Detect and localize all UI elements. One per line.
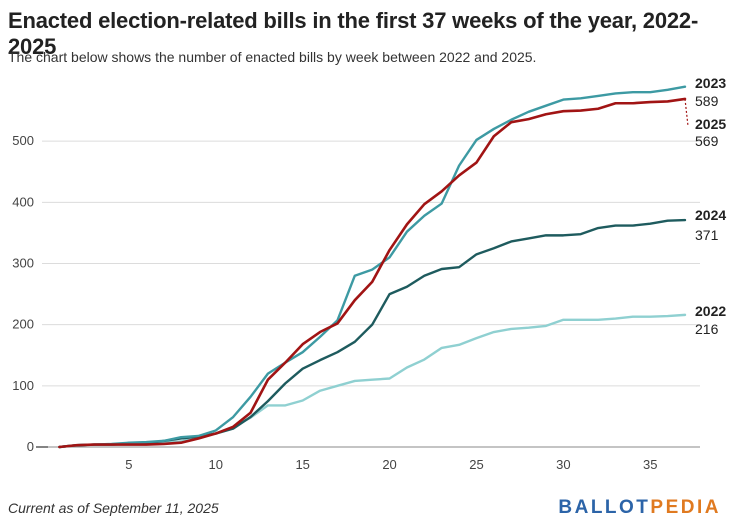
x-tick-label: 15 bbox=[295, 457, 309, 472]
x-tick-label: 20 bbox=[382, 457, 396, 472]
y-tick-label: 300 bbox=[12, 256, 34, 271]
end-label-value-2024: 371 bbox=[695, 227, 719, 243]
end-label-year-2023: 2023 bbox=[695, 75, 726, 91]
end-label-value-2023: 589 bbox=[695, 93, 719, 109]
end-label-value-2022: 216 bbox=[695, 321, 719, 337]
end-label-value-2025: 569 bbox=[695, 133, 719, 149]
y-tick-label: 0 bbox=[27, 439, 34, 454]
x-tick-label: 25 bbox=[469, 457, 483, 472]
logo-ballot: BALLOT bbox=[558, 497, 651, 518]
ballotpedia-logo[interactable]: BALLOTPEDIA bbox=[558, 497, 721, 519]
series-line-2025 bbox=[58, 97, 687, 449]
y-axis-ticks: 0 100 200 300 400 500 bbox=[12, 133, 48, 454]
label-connector-2025 bbox=[684, 98, 689, 127]
x-tick-label: 30 bbox=[556, 457, 570, 472]
gridlines bbox=[42, 140, 700, 448]
logo-pedia: PEDIA bbox=[650, 497, 721, 518]
chart-subtitle: The chart below shows the number of enac… bbox=[8, 49, 537, 65]
y-tick-label: 100 bbox=[12, 378, 34, 393]
y-tick-label: 200 bbox=[12, 317, 34, 332]
series-line-2024 bbox=[58, 218, 687, 449]
series-lines bbox=[58, 85, 687, 449]
end-label-year-2024: 2024 bbox=[695, 207, 726, 223]
y-tick-label: 400 bbox=[12, 194, 34, 209]
end-label-year-2022: 2022 bbox=[695, 303, 726, 319]
x-tick-label: 5 bbox=[125, 457, 132, 472]
end-label-year-2025: 2025 bbox=[695, 116, 726, 132]
x-tick-label: 10 bbox=[209, 457, 223, 472]
current-as-of-note: Current as of September 11, 2025 bbox=[8, 500, 219, 516]
y-tick-label: 500 bbox=[12, 133, 34, 148]
x-axis-ticks: 5 10 15 20 25 30 35 bbox=[125, 457, 657, 472]
x-tick-label: 35 bbox=[643, 457, 657, 472]
series-line-2022 bbox=[58, 313, 687, 449]
series-line-2023 bbox=[58, 85, 687, 449]
chart-title: Enacted election-related bills in the fi… bbox=[8, 8, 699, 59]
